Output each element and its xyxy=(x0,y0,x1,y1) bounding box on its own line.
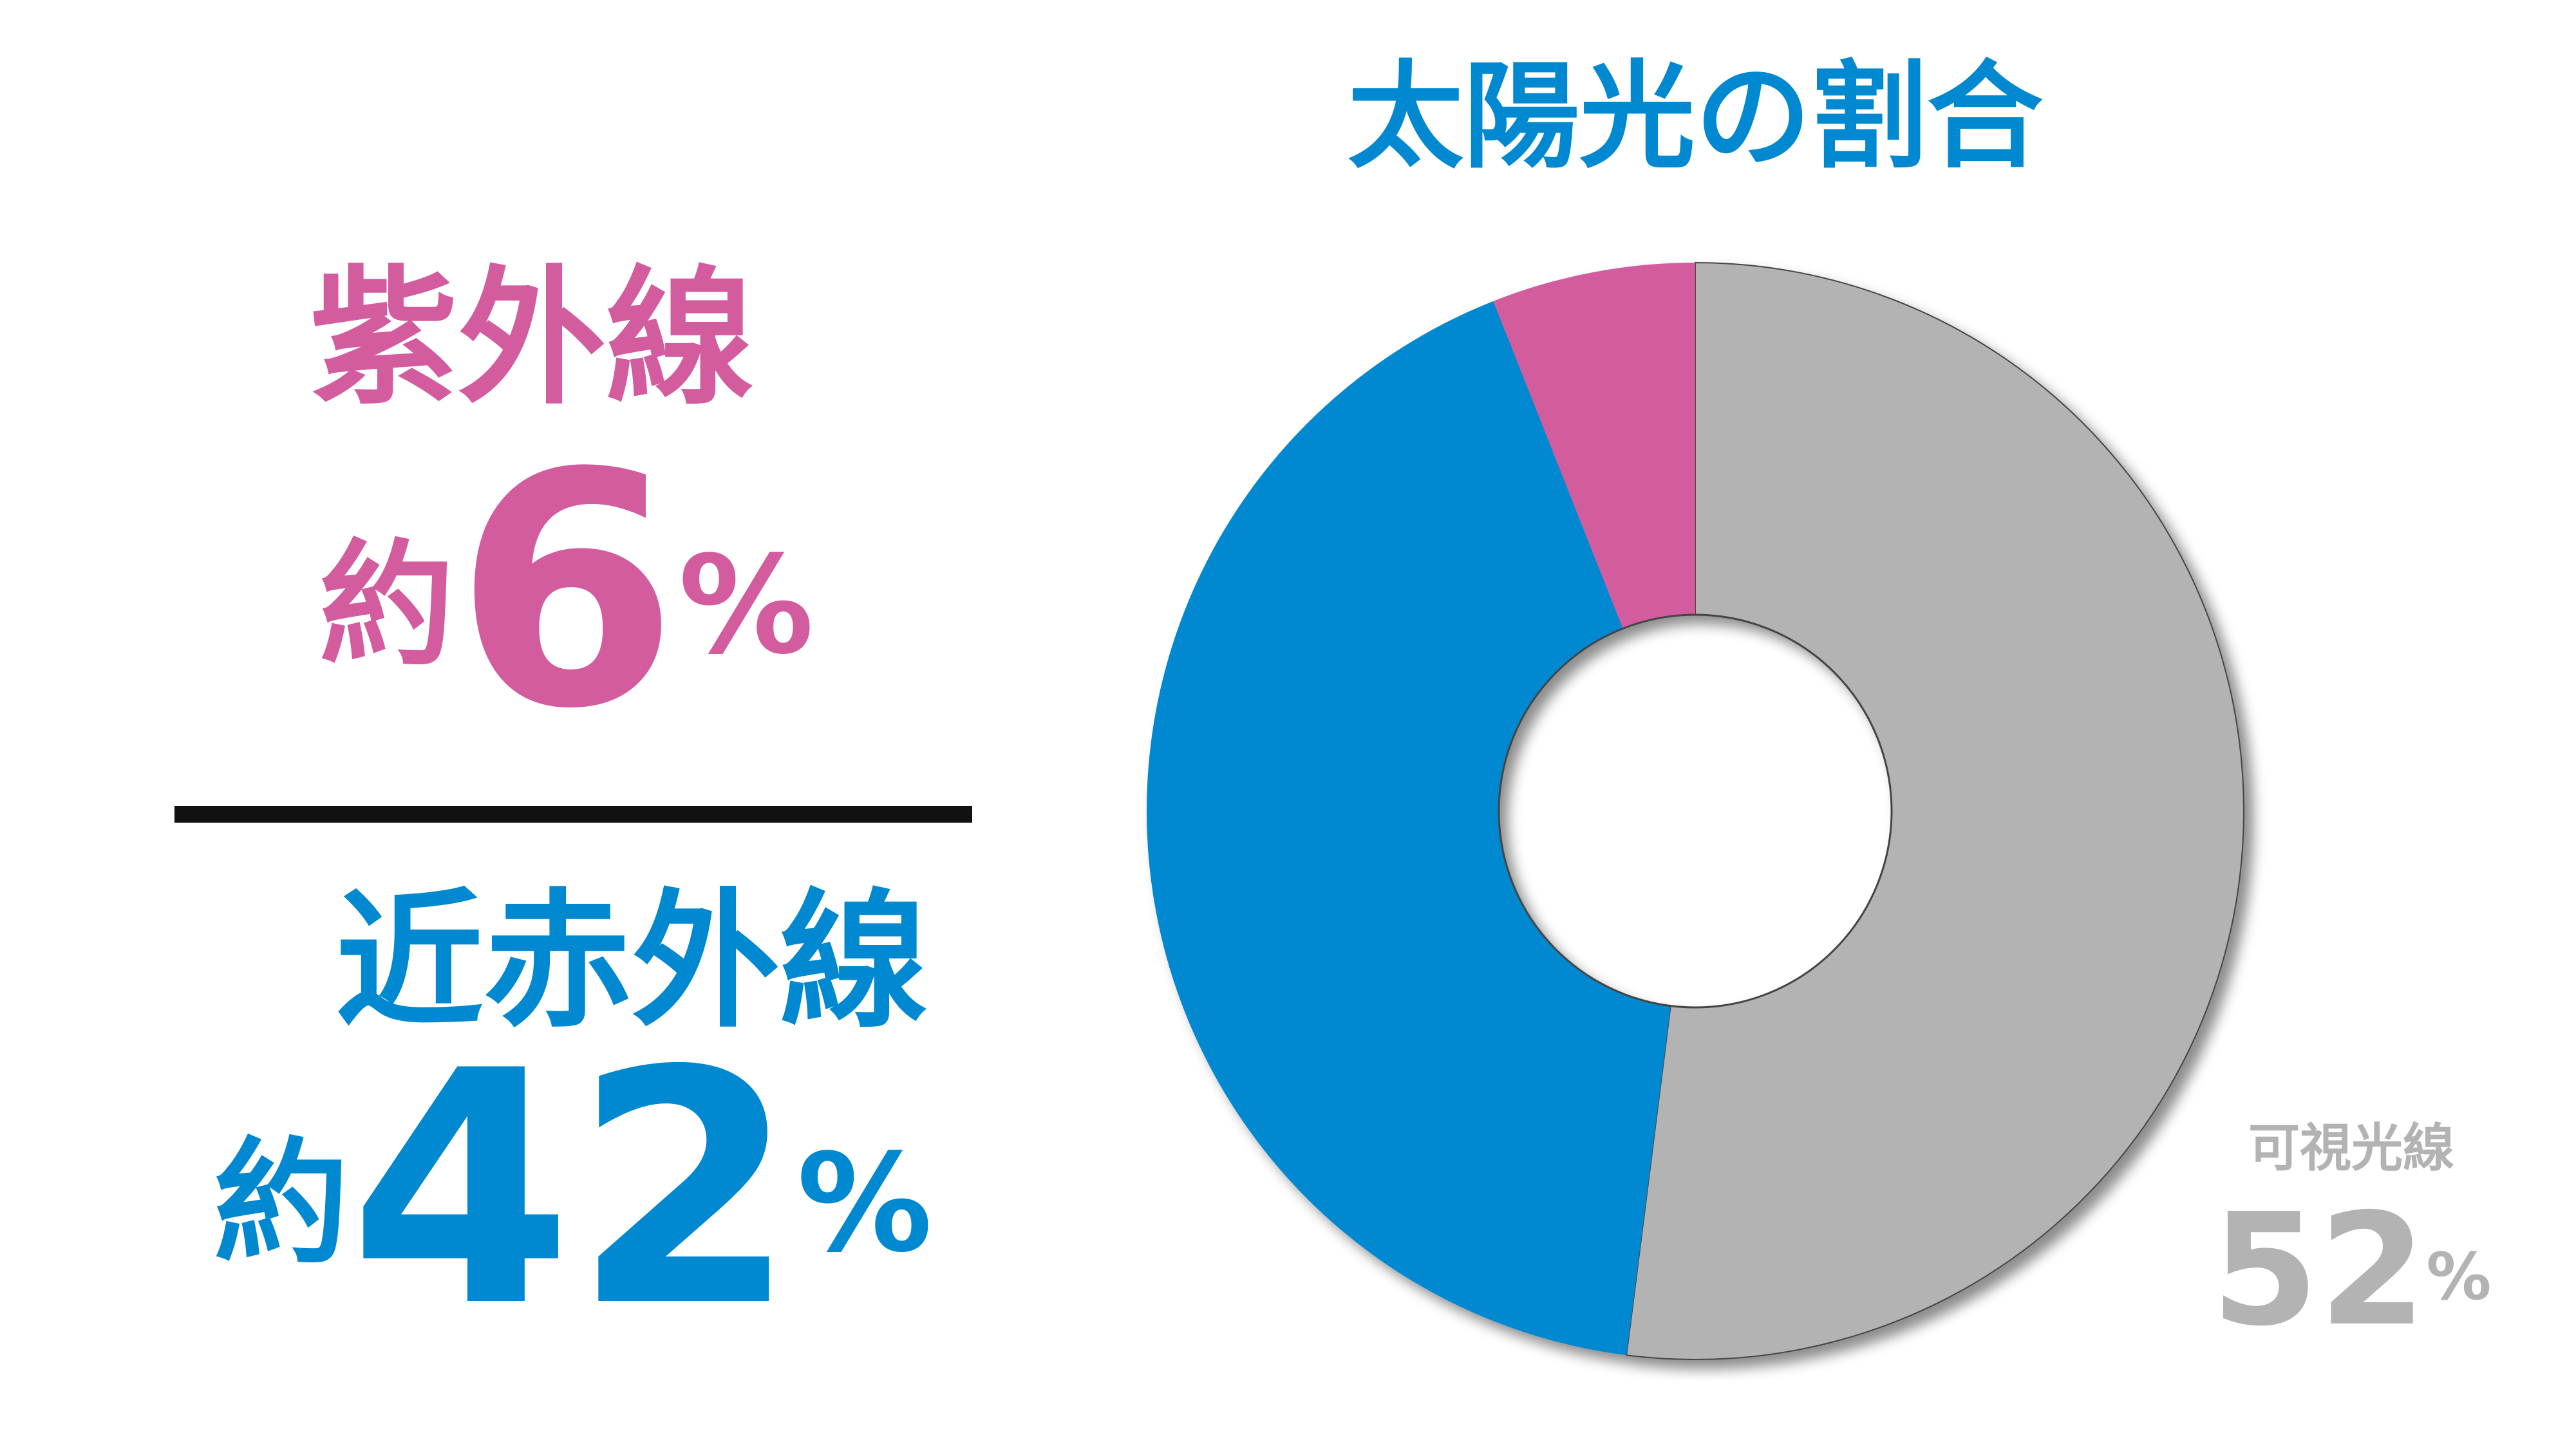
donut-segment xyxy=(1626,261,2244,1360)
donut-hole-outline xyxy=(1498,613,1893,1009)
value-label-part: % xyxy=(797,1125,932,1282)
value-label-part: 2 xyxy=(573,1002,797,1377)
category-label: 近赤外線 xyxy=(335,876,928,1048)
value-label: 約6% xyxy=(319,404,814,779)
chart-title: 太陽光の割合 xyxy=(1348,50,2043,184)
donut-segment xyxy=(1147,301,1671,1356)
donut-segment xyxy=(1493,263,1695,629)
value-label-part: 約 xyxy=(319,527,455,684)
value-label: 52% xyxy=(2212,1180,2492,1360)
value-label-part: 約 xyxy=(214,1125,349,1282)
donut xyxy=(1147,261,2244,1360)
value-label-part: 6 xyxy=(455,404,679,779)
value-label-part: % xyxy=(679,527,814,684)
value-label-part: 4 xyxy=(349,1002,573,1377)
category-label: 可視光線 xyxy=(2248,1118,2454,1178)
value-label-part: 5 xyxy=(2212,1180,2319,1360)
category-label: 紫外線 xyxy=(310,253,754,425)
value-label: 約42% xyxy=(214,1002,932,1377)
value-label-part: 2 xyxy=(2319,1180,2427,1360)
value-label-part: % xyxy=(2427,1239,2492,1314)
